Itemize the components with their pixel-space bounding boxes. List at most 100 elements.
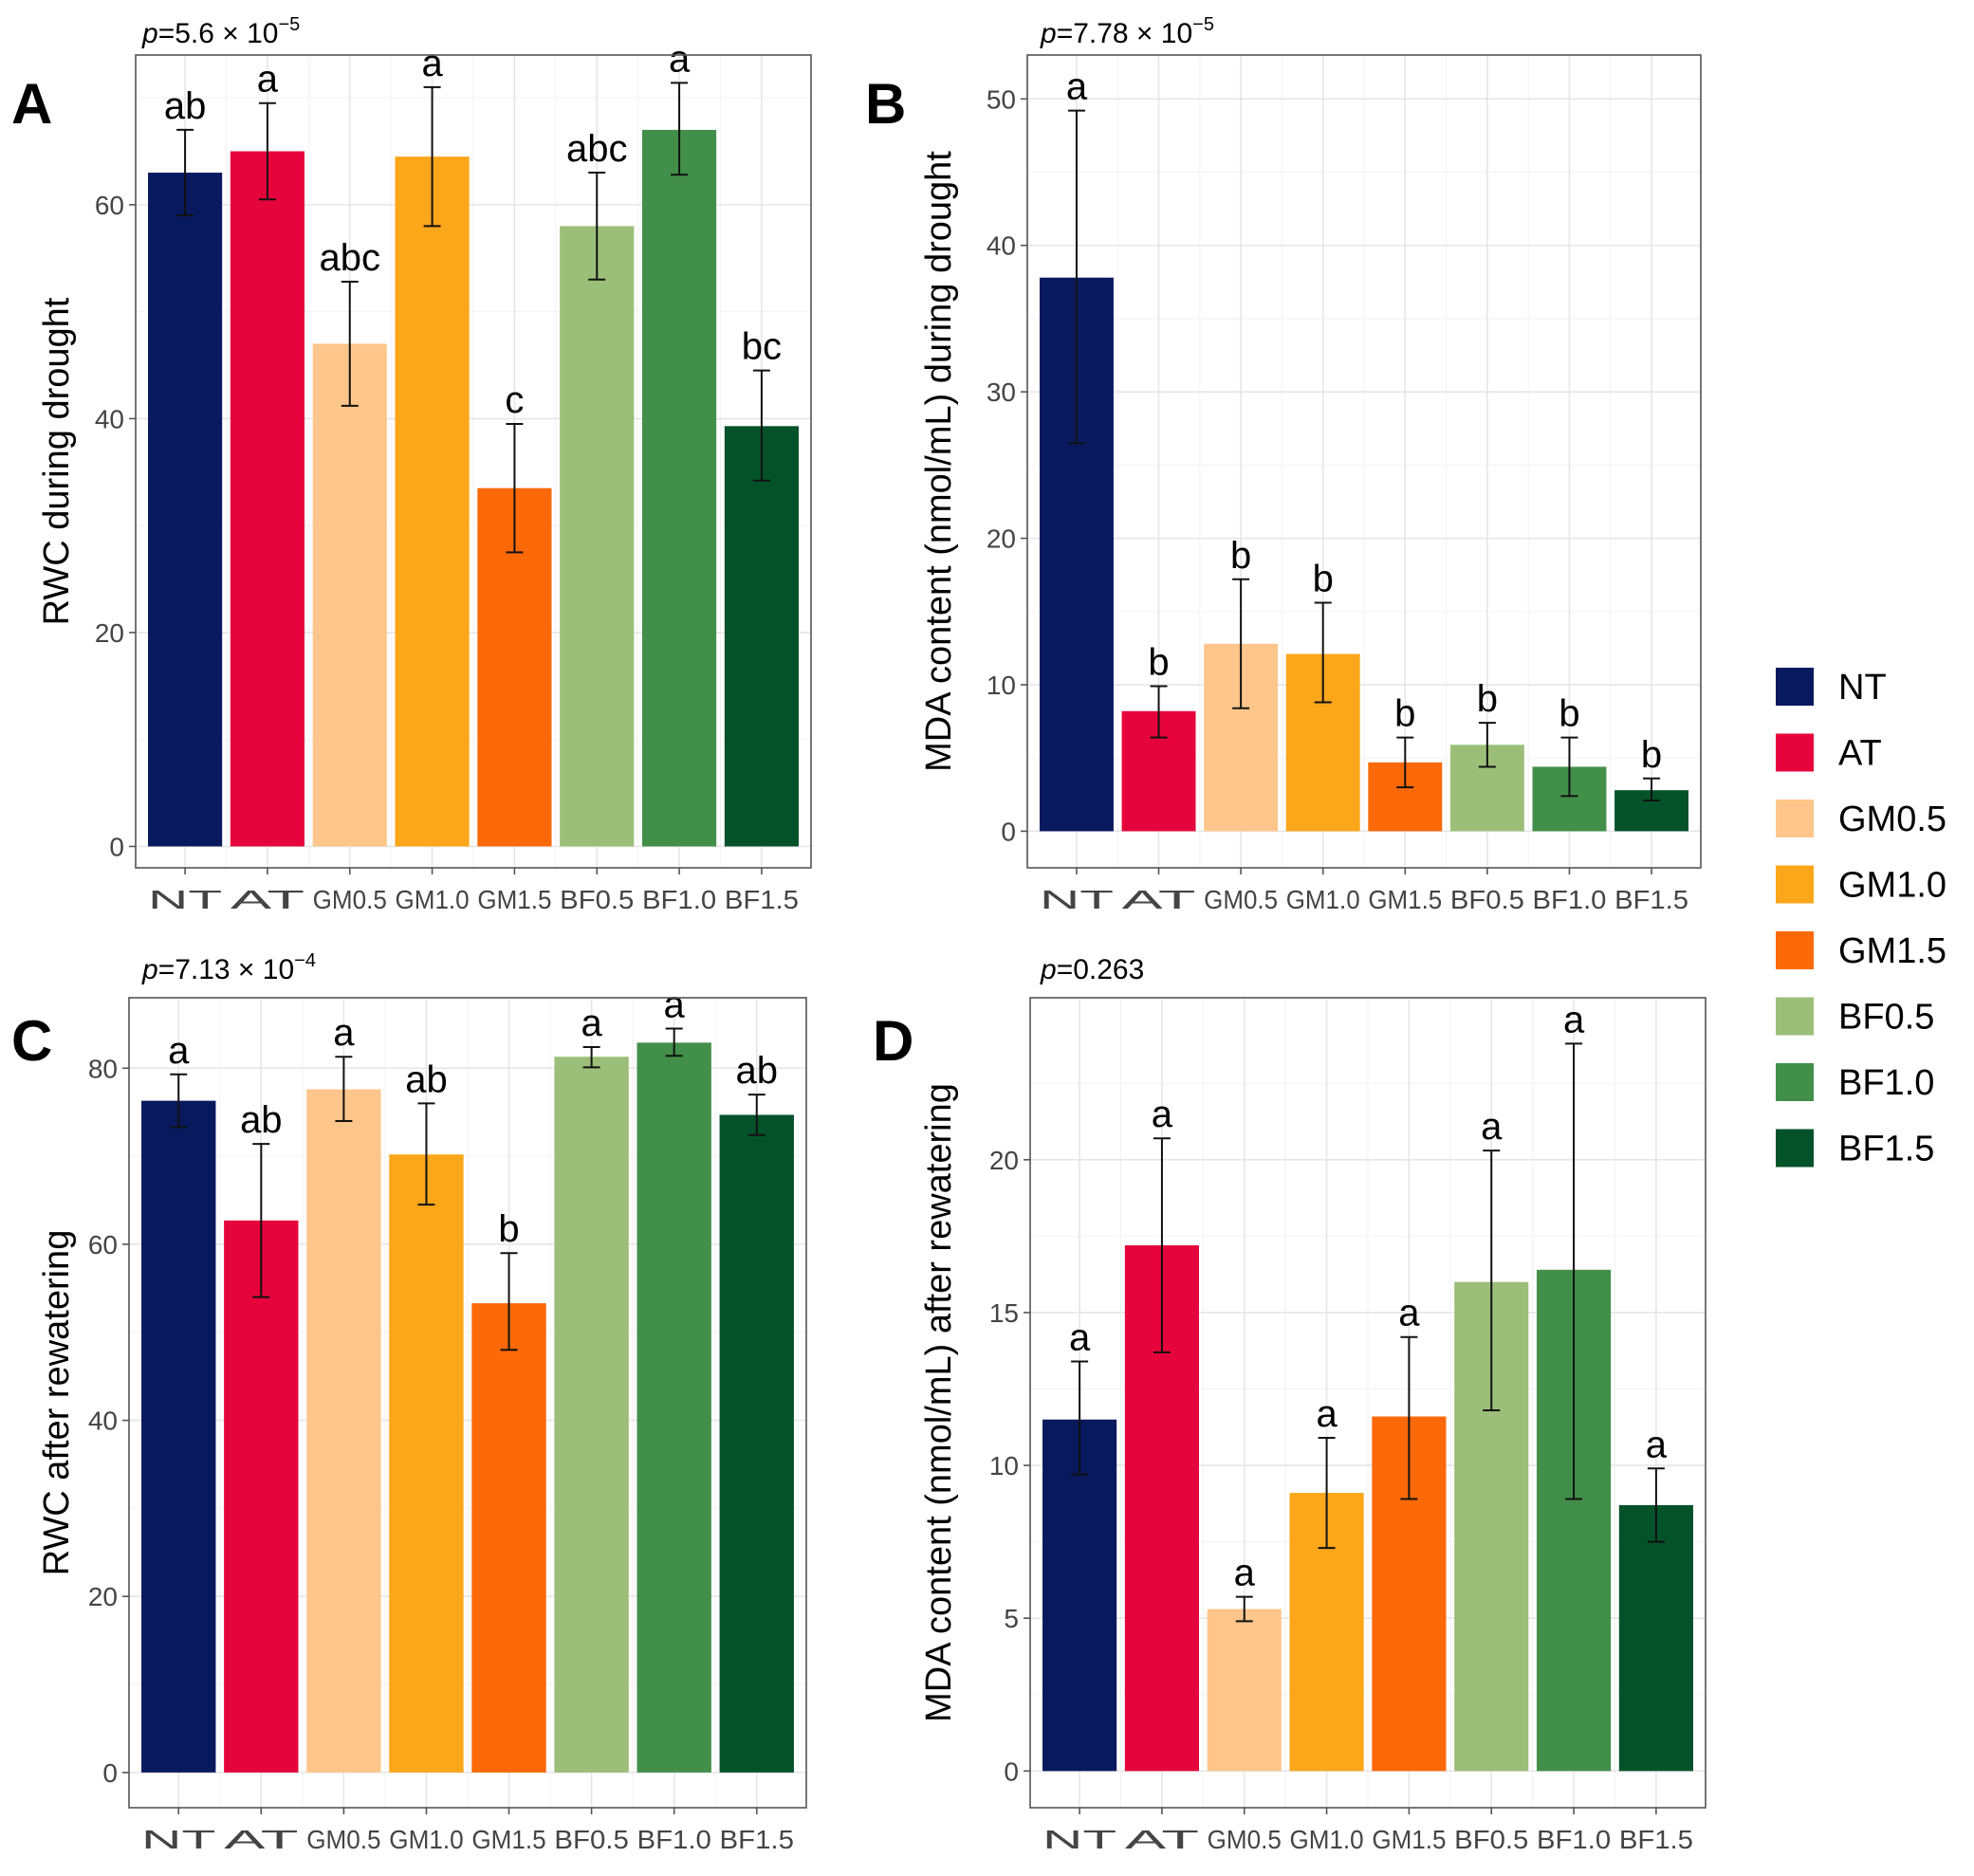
legend-swatch	[1776, 668, 1814, 706]
bar-gm05	[1207, 1609, 1282, 1772]
significance-label: abc	[320, 237, 381, 279]
legend-label: GM0.5	[1838, 800, 1946, 839]
significance-label: b	[1313, 559, 1334, 600]
legend-label: AT	[1838, 734, 1882, 774]
significance-label: abc	[566, 128, 628, 170]
significance-label: b	[498, 1208, 519, 1250]
p-value: p=7.78 × 10−5	[1040, 14, 1214, 49]
legend-swatch	[1776, 931, 1814, 969]
bar-bf15	[1618, 1504, 1693, 1772]
y-tick-label: 40	[95, 404, 124, 433]
panel-border	[1026, 54, 1702, 869]
error-bar	[1150, 685, 1168, 739]
significance-label: a	[1398, 1293, 1420, 1334]
panel-letter-b: B	[865, 72, 906, 136]
p-value-exponent: −5	[278, 14, 300, 35]
panel-c: a ab a ab b a a ab 0 20 40 60 80 NT AT GM0.5 GM1.0 GM1.5 B…	[37, 950, 807, 1854]
x-tick-label: AT	[1122, 885, 1196, 914]
x-tick-label: BF1.5	[720, 1825, 794, 1854]
p-value-prefix: p	[1040, 954, 1057, 985]
error-bar	[1560, 736, 1578, 798]
y-tick-label: 5	[1004, 1604, 1019, 1633]
bar-nt	[148, 173, 223, 847]
error-bar	[258, 101, 276, 201]
x-tick-label: AT	[224, 1825, 298, 1854]
significance-label: a	[168, 1030, 190, 1072]
significance-label: a	[1563, 999, 1585, 1040]
legend-label: GM1.5	[1838, 931, 1946, 971]
error-bar	[1318, 1437, 1336, 1550]
significance-label: a	[1066, 66, 1088, 108]
y-tick-label: 30	[987, 377, 1016, 407]
bar-at	[224, 1220, 299, 1773]
legend-swatch	[1776, 997, 1814, 1036]
legend: NT AT GM0.5 GM1.0 GM1.5 BF0.5 BF1.0 BF1.5	[1776, 668, 1946, 1169]
legend-swatch	[1776, 733, 1814, 772]
error-bar	[1071, 1360, 1089, 1476]
error-bar	[170, 1073, 188, 1129]
y-tick-label: 0	[102, 1758, 118, 1788]
error-bar	[506, 423, 524, 554]
bar-bf10	[642, 129, 717, 847]
significance-label: a	[1069, 1316, 1091, 1358]
error-bar	[1314, 601, 1332, 704]
error-bar	[1483, 1150, 1501, 1412]
x-tick-label: GM1.0	[396, 885, 470, 914]
y-axis-title: MDA content (nmol/mL) during drought	[919, 151, 959, 772]
significance-label: ab	[736, 1050, 779, 1092]
bar-gm05	[312, 343, 387, 847]
significance-label: b	[1477, 678, 1498, 720]
legend-swatch	[1776, 800, 1814, 837]
panel-letter-d: D	[873, 1009, 913, 1073]
legend-label: BF1.0	[1838, 1063, 1934, 1103]
error-bar	[1643, 777, 1661, 801]
bar-bf05	[560, 226, 635, 847]
x-tick-label: GM0.5	[1204, 885, 1278, 914]
y-tick-label: 40	[987, 231, 1016, 261]
significance-label: a	[664, 984, 686, 1025]
p-value-text: =5.6 × 10	[158, 18, 279, 49]
y-tick-label: 20	[95, 618, 124, 648]
x-tick-label: GM0.5	[313, 885, 387, 914]
significance-label: a	[1234, 1553, 1256, 1594]
significance-label: b	[1394, 693, 1415, 735]
y-tick-label: 40	[88, 1407, 118, 1436]
panel-border	[128, 997, 807, 1809]
bar-bf15	[719, 1114, 794, 1773]
significance-label: b	[1559, 693, 1579, 735]
significance-label: a	[1152, 1094, 1173, 1135]
y-axis-title: RWC during drought	[37, 297, 77, 625]
error-bar	[1153, 1137, 1171, 1353]
bar-bf05	[554, 1057, 629, 1773]
legend-item: BF1.0	[1776, 1063, 1934, 1103]
y-tick-label: 50	[987, 84, 1016, 114]
legend-item: AT	[1776, 733, 1882, 774]
y-axis-title: RWC after rewatering	[37, 1230, 77, 1576]
x-tick-label: AT	[1125, 1825, 1199, 1854]
x-tick-label: NT	[141, 1825, 215, 1854]
bar-gm10	[395, 156, 470, 847]
x-tick-label: BF0.5	[554, 1825, 628, 1854]
y-tick-label: 10	[989, 1451, 1019, 1481]
panel-d: a a a a a a a a 0 5 10 15 20 NT AT GM0.5 GM1.0 GM1.5 BF0.5…	[919, 954, 1706, 1854]
minor-gridlines	[1027, 55, 1701, 868]
p-value-exponent: −4	[294, 950, 316, 971]
significance-label: a	[333, 1012, 355, 1054]
bar-gm10	[389, 1154, 464, 1773]
y-tick-label: 20	[88, 1582, 118, 1611]
legend-item: GM0.5	[1776, 800, 1946, 839]
y-tick-label: 0	[1004, 1756, 1019, 1786]
y-tick-label: 60	[88, 1230, 118, 1260]
error-bar	[752, 369, 770, 482]
bar-gm05	[306, 1089, 381, 1773]
legend-item: NT	[1776, 668, 1887, 708]
x-tick-label: GM1.5	[477, 885, 551, 914]
p-value: p=5.6 × 10−5	[141, 14, 300, 49]
x-tick-label: BF1.5	[1619, 1825, 1693, 1854]
error-bar	[252, 1143, 270, 1298]
bar-nt	[141, 1100, 216, 1773]
significance-label: b	[1148, 642, 1169, 684]
y-tick-label: 0	[1001, 817, 1016, 846]
